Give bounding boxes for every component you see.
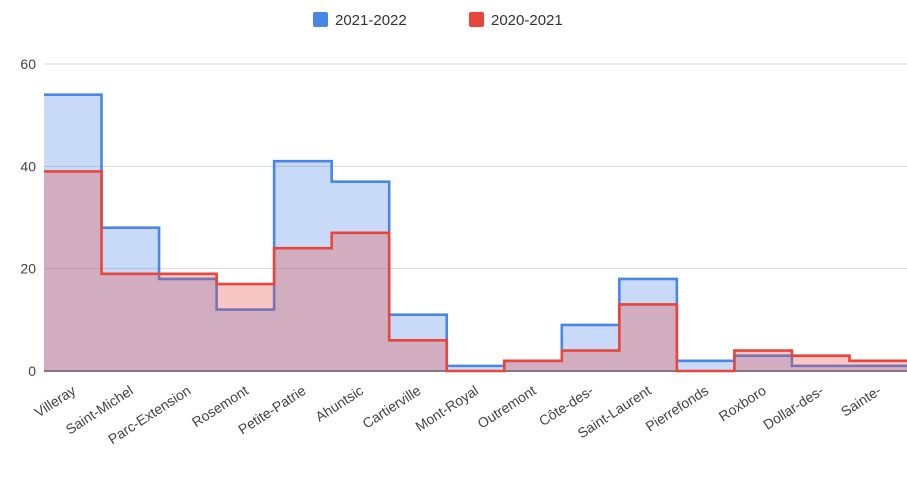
series-area-0 bbox=[44, 94, 907, 371]
x-tick-label-13: Dollar-des- bbox=[760, 382, 826, 433]
x-tick-label-8: Outremont bbox=[474, 382, 538, 432]
series-area-1 bbox=[44, 171, 907, 371]
legend-label-1: 2020-2021 bbox=[491, 12, 563, 29]
legend-swatch-1 bbox=[469, 12, 484, 27]
x-tick-label-0: Villeray bbox=[31, 382, 78, 420]
legend-label-0: 2021-2022 bbox=[335, 12, 407, 29]
x-tick-label-11: Pierrefonds bbox=[643, 382, 712, 434]
legend-swatch-0 bbox=[313, 12, 328, 27]
series-line-1 bbox=[44, 170, 907, 373]
x-axis-tick-labels: VilleraySaint-MichelParc-ExtensionRosemo… bbox=[31, 382, 884, 447]
y-tick-label-2: 40 bbox=[20, 158, 36, 174]
y-tick-label-0: 0 bbox=[28, 363, 36, 379]
y-axis-tick-labels: 0 20 40 60 bbox=[20, 56, 36, 379]
y-tick-label-1: 20 bbox=[20, 261, 36, 277]
x-tick-label-14: Sainte- bbox=[838, 382, 884, 420]
y-tick-label-3: 60 bbox=[20, 56, 36, 72]
series-1 bbox=[44, 170, 907, 373]
series-layer bbox=[44, 93, 907, 373]
legend: 2021-2022 2020-2021 bbox=[313, 12, 563, 29]
x-tick-label-7: Mont-Royal bbox=[412, 382, 481, 434]
x-tick-label-5: Ahuntsic bbox=[312, 382, 366, 425]
